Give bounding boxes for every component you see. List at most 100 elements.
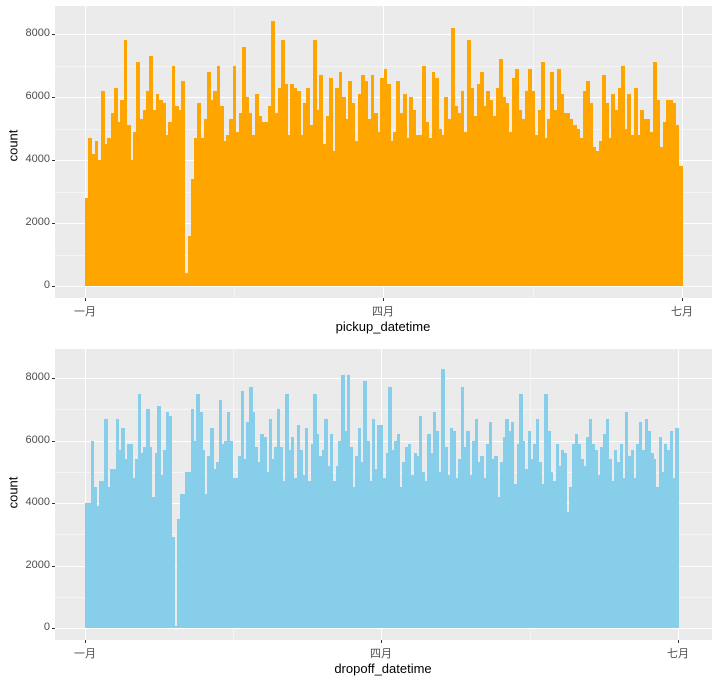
histogram-bar: [224, 440, 228, 628]
histogram-bar: [524, 468, 529, 628]
histogram-bar: [672, 478, 676, 628]
histogram-bar: [425, 122, 430, 286]
histogram-bar: [499, 59, 503, 286]
histogram-bar: [304, 428, 309, 628]
histogram-bar: [112, 468, 117, 628]
histogram-bar: [608, 137, 612, 286]
histogram-bar: [601, 74, 606, 286]
histogram-bar: [300, 134, 304, 286]
histogram-bar: [194, 137, 198, 286]
histogram-bar: [418, 134, 423, 286]
histogram-bar: [410, 474, 415, 628]
histogram-bar: [633, 87, 638, 286]
histogram-bar: [641, 449, 646, 628]
histogram-bar: [569, 119, 574, 286]
histogram-bar: [249, 387, 253, 628]
y-tick-label: 6000: [25, 90, 50, 102]
histogram-bar: [277, 409, 281, 628]
histogram-bar: [460, 387, 465, 628]
histogram-bar: [466, 40, 471, 286]
histogram-bar: [327, 465, 331, 628]
histogram-bar: [650, 453, 654, 628]
histogram-bar: [126, 443, 131, 628]
histogram-bar: [647, 431, 651, 628]
histogram-bar: [613, 449, 618, 628]
y-tick-mark: [52, 286, 55, 287]
histogram-bar: [412, 109, 417, 286]
histogram-bar: [627, 93, 632, 286]
histogram-bar: [135, 459, 139, 628]
y-axis-title: count: [5, 476, 21, 509]
histogram-bar: [232, 65, 237, 286]
histogram-bar: [152, 109, 157, 286]
histogram-bar: [303, 103, 308, 286]
histogram-bar: [377, 424, 381, 628]
histogram-bar: [582, 90, 587, 286]
histogram-bar: [427, 434, 431, 628]
histogram-bar: [160, 474, 164, 628]
histogram-bar: [617, 87, 622, 286]
histogram-bar: [630, 449, 635, 628]
histogram-bar: [352, 487, 356, 628]
x-tick-mark: [678, 640, 679, 643]
histogram-bar: [388, 387, 392, 628]
histogram-bar: [200, 137, 205, 286]
histogram-bar: [354, 141, 359, 286]
y-tick-label: 0: [43, 621, 50, 633]
histogram-bar: [592, 147, 596, 286]
y-tick-mark: [52, 97, 55, 98]
histogram-bar: [553, 109, 558, 286]
histogram-bar: [483, 106, 487, 286]
histogram-bar: [457, 112, 462, 286]
histogram-bar: [586, 437, 590, 628]
histogram-bar: [416, 456, 420, 628]
histogram-bar: [479, 71, 484, 286]
histogram-bar: [441, 134, 446, 286]
histogram-bar: [213, 90, 218, 286]
x-axis-title: dropoff_datetime: [334, 661, 432, 676]
histogram-bar: [516, 443, 520, 628]
histogram-bar: [394, 440, 398, 628]
histogram-bar: [435, 431, 440, 628]
histogram-bar: [357, 93, 362, 286]
histogram-bar: [591, 443, 596, 628]
histogram-bar: [91, 153, 96, 286]
histogram-bar: [113, 87, 118, 286]
histogram-bar: [566, 112, 571, 286]
histogram-bar: [616, 462, 621, 628]
histogram-bar: [157, 406, 161, 628]
histogram-bar: [248, 112, 253, 286]
histogram-bar: [255, 93, 259, 286]
histogram-bar: [343, 431, 348, 628]
x-tick-mark: [682, 298, 683, 301]
histogram-bar: [576, 128, 580, 286]
histogram-bar: [88, 137, 92, 286]
y-tick-mark: [52, 378, 55, 379]
histogram-bar: [291, 437, 295, 628]
histogram-bar: [433, 412, 437, 628]
gridline: [55, 628, 712, 629]
x-tick-mark: [383, 298, 384, 301]
histogram-bar: [444, 97, 449, 286]
histogram-bar: [619, 443, 623, 628]
histogram-bar: [168, 415, 172, 628]
histogram-bar: [366, 440, 370, 628]
histogram-bar: [218, 399, 222, 628]
histogram-bar: [145, 90, 150, 286]
histogram-bar: [399, 487, 403, 628]
histogram-bar: [279, 446, 284, 628]
histogram-bar: [93, 487, 97, 628]
histogram-bar: [492, 115, 497, 286]
histogram-bar: [261, 122, 266, 286]
histogram-bar: [552, 481, 557, 628]
histogram-bar: [480, 456, 484, 628]
histogram-bar: [595, 150, 600, 286]
histogram-bar: [508, 131, 513, 286]
histogram-bar: [678, 166, 683, 286]
histogram-bar: [483, 478, 487, 628]
histogram-bar: [332, 150, 336, 286]
histogram-bar: [611, 481, 615, 628]
histogram-bar: [424, 481, 429, 628]
gridline: [55, 378, 712, 379]
histogram-bar: [171, 65, 176, 286]
